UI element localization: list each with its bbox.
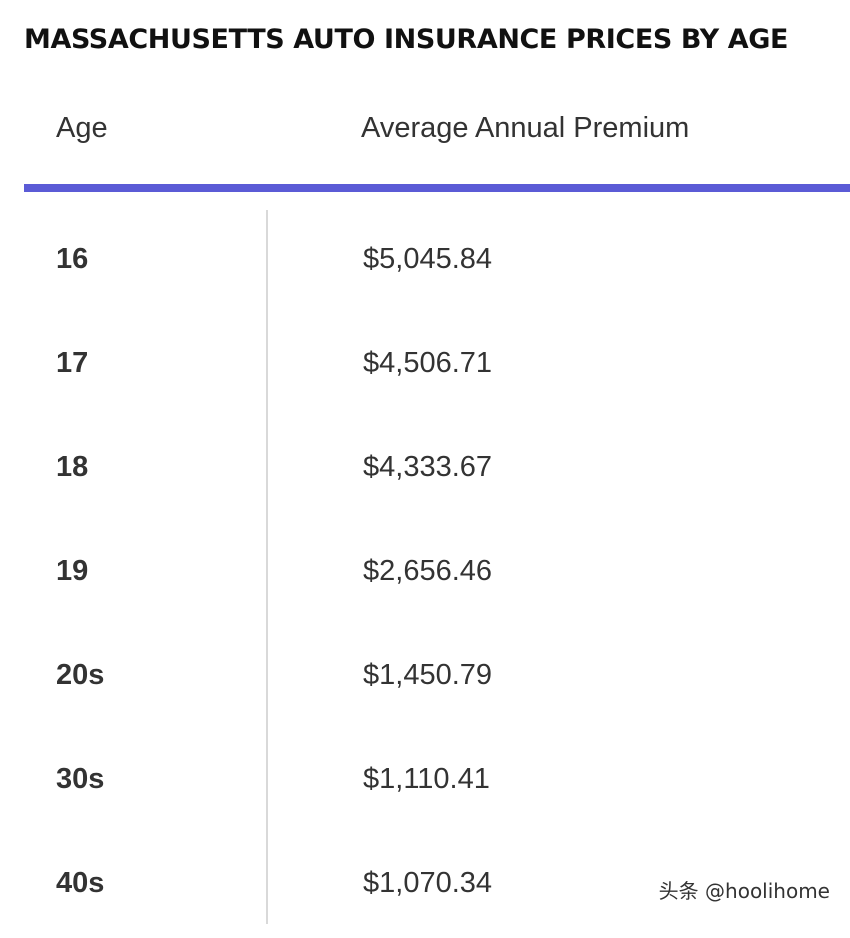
watermark: 头条 @hoolihome xyxy=(658,879,830,903)
premium-cell: $2,656.46 xyxy=(363,555,493,587)
age-cell: 17 xyxy=(56,347,89,379)
table-row: 40s $1,070.34 xyxy=(24,834,850,938)
table-row: 19 $2,656.46 xyxy=(24,522,850,626)
premium-cell: $5,045.84 xyxy=(363,243,493,275)
age-cell: 18 xyxy=(56,451,89,483)
column-header-premium[interactable]: Average Annual Premium xyxy=(361,112,690,144)
age-cell: 20s xyxy=(56,659,105,691)
premium-cell: $4,506.71 xyxy=(363,347,493,379)
table-header: Age Average Annual Premium xyxy=(24,98,850,184)
header-divider xyxy=(24,184,850,192)
page-title: MASSACHUSETTS AUTO INSURANCE PRICES BY A… xyxy=(24,24,789,55)
column-divider xyxy=(266,210,268,924)
premium-cell: $1,110.41 xyxy=(363,763,490,795)
premium-cell: $1,070.34 xyxy=(363,867,493,899)
table-row: 20s $1,450.79 xyxy=(24,626,850,730)
table-row: 30s $1,110.41 xyxy=(24,730,850,834)
age-cell: 40s xyxy=(56,867,105,899)
table-row: 18 $4,333.67 xyxy=(24,418,850,522)
age-cell: 16 xyxy=(56,243,89,275)
table-row: 17 $4,506.71 xyxy=(24,314,850,418)
age-cell: 30s xyxy=(56,763,105,795)
table-row: 16 $5,045.84 xyxy=(24,210,850,314)
premium-cell: $4,333.67 xyxy=(363,451,493,483)
age-cell: 19 xyxy=(56,555,89,587)
table-body: 16 $5,045.84 17 $4,506.71 18 $4,333.67 1… xyxy=(24,210,850,938)
premium-cell: $1,450.79 xyxy=(363,659,493,691)
column-header-age[interactable]: Age xyxy=(56,112,108,144)
